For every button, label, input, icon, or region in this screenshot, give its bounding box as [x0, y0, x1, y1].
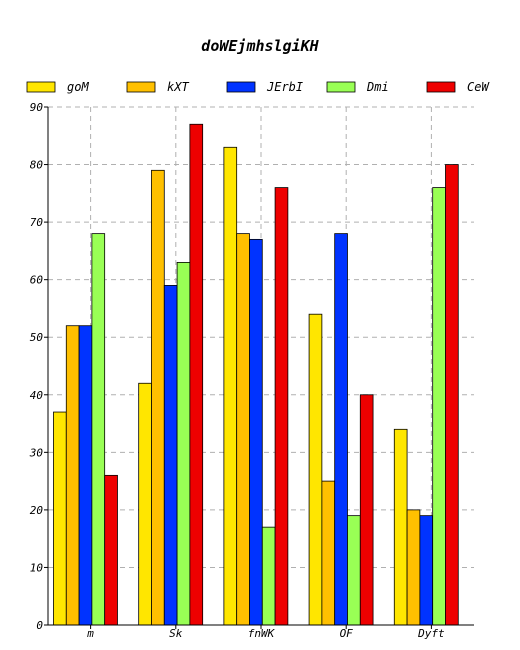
y-tick-label: 50	[30, 331, 44, 344]
bar-Dmi-OF	[347, 515, 361, 626]
y-tick-label: 30	[29, 446, 44, 459]
bar-Dmi-Dyft	[432, 187, 446, 626]
bar-CeW-Sk	[189, 123, 204, 626]
y-tick-label: 40	[30, 389, 44, 402]
legend-swatch-JErbI	[226, 81, 256, 93]
bar-Dmi-fnWK	[261, 526, 276, 626]
x-tick-label: m	[86, 627, 94, 640]
bar-goM-OF	[308, 313, 323, 626]
bar-CeW-Dyft	[445, 164, 459, 626]
bar-JErbI-m	[78, 325, 93, 626]
bar-JErbI-Dyft	[419, 515, 434, 626]
legend-label-JErbI: JErbI	[266, 80, 303, 94]
bar-Dmi-Sk	[176, 261, 191, 626]
chart-title: doWEjmhslgiKH	[201, 37, 319, 55]
bar-kXT-m	[65, 325, 80, 626]
legend-swatch-goM	[26, 81, 56, 93]
legend-label-goM: goM	[67, 80, 89, 94]
y-tick-label: 60	[30, 274, 44, 287]
legend: goM kXT JErbI Dmi CeW	[26, 80, 490, 94]
legend-label-kXT: kXT	[167, 80, 189, 94]
legend-swatch-CeW	[426, 81, 456, 93]
x-tick-label: Sk	[169, 627, 183, 640]
bar-CeW-m	[104, 474, 118, 626]
x-tick-label: fnWK	[248, 627, 276, 640]
bar-kXT-Dyft	[406, 509, 421, 626]
legend-label-Dmi: Dmi	[366, 80, 389, 94]
y-tick-label: 90	[30, 101, 44, 114]
legend-swatch-kXT	[126, 81, 156, 93]
bar-goM-m	[53, 411, 67, 626]
bar-JErbI-fnWK	[249, 238, 263, 626]
bar-CeW-OF	[359, 394, 374, 626]
x-tick-label: OF	[340, 627, 354, 640]
y-axis-ticks: 0 10 20 30 40 50 60 70 80 90	[29, 101, 48, 632]
bar-kXT-OF	[321, 480, 336, 626]
legend-swatch-Dmi	[326, 81, 356, 93]
bars	[53, 123, 459, 626]
bar-kXT-Sk	[151, 169, 165, 626]
bar-JErbI-OF	[334, 233, 348, 626]
y-tick-label: 70	[30, 216, 44, 229]
y-tick-label: 10	[30, 561, 44, 574]
y-tick-label: 20	[30, 504, 44, 517]
bar-CeW-fnWK	[274, 187, 289, 626]
bar-goM-Dyft	[393, 428, 408, 626]
bar-goM-Sk	[138, 382, 152, 626]
legend-label-CeW: CeW	[467, 80, 490, 94]
x-tick-label: Dyft	[417, 627, 445, 640]
y-tick-label: 80	[30, 159, 44, 172]
bar-Dmi-m	[91, 233, 106, 626]
bar-kXT-fnWK	[236, 233, 250, 626]
bar-JErbI-Sk	[163, 285, 178, 626]
x-axis-ticks: m Sk fnWK OF Dyft	[86, 625, 445, 640]
bar-goM-fnWK	[223, 146, 238, 626]
y-tick-label: 0	[36, 619, 43, 632]
